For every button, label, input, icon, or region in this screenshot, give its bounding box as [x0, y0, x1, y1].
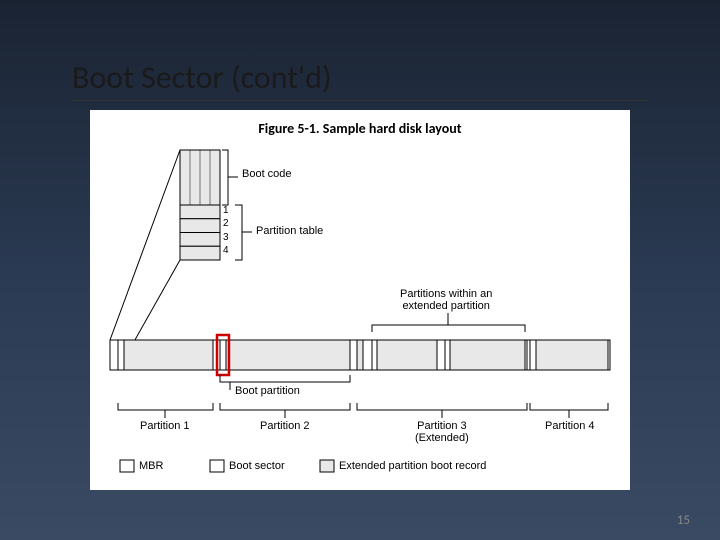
partition-1-label: Partition 1 [140, 420, 190, 432]
diagram-container: Figure 5-1. Sample hard disk layout [90, 110, 630, 490]
partition-4-label: Partition 4 [545, 420, 595, 432]
ext-boot-record-legend-label: Extended partition boot record [339, 460, 486, 472]
row-1: 1 [223, 205, 229, 216]
title-underline [72, 100, 648, 101]
row-2: 2 [223, 218, 229, 229]
row-3: 3 [223, 232, 229, 243]
partition-3-label: Partition 3 (Extended) [415, 420, 469, 444]
mbr-legend-label: MBR [139, 460, 163, 472]
boot-code-label: Boot code [242, 168, 292, 180]
partition-2-label: Partition 2 [260, 420, 310, 432]
boot-sector-legend-label: Boot sector [229, 460, 285, 472]
row-4: 4 [223, 245, 229, 256]
partitions-extended-label: Partitions within an extended partition [400, 288, 492, 312]
diagram-svg [90, 110, 630, 490]
page-number: 15 [677, 513, 690, 528]
slide-title: Boot Sector (cont'd) [72, 58, 332, 97]
partition-table-label: Partition table [256, 225, 323, 237]
boot-partition-label: Boot partition [235, 385, 300, 397]
